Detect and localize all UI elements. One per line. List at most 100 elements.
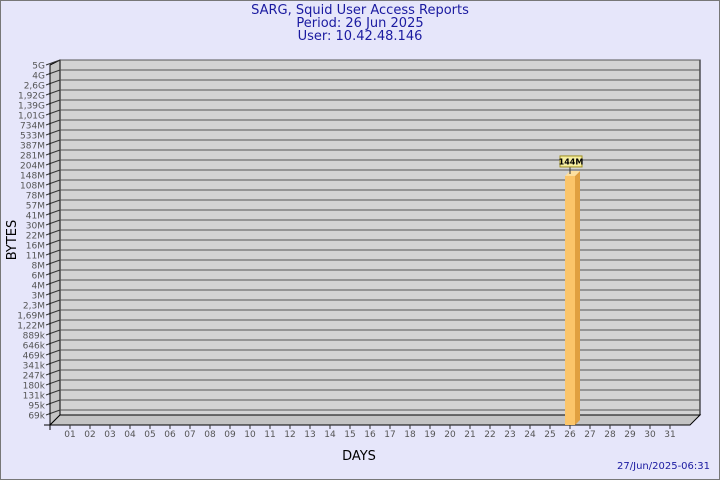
y-tick-label: 469k [23,352,46,362]
x-tick-label: 22 [484,430,495,440]
y-tick-label: 2,6G [24,82,45,92]
x-tick-label: 19 [424,430,436,440]
y-tick-label: 41M [26,212,45,222]
y-tick-label: 204M [20,162,45,172]
x-tick-label: 08 [204,430,216,440]
x-tick-label: 10 [244,430,256,440]
y-tick [45,279,61,286]
plot-back-wall [59,59,701,416]
y-tick-label: 734M [20,122,45,132]
x-tick-label: 29 [624,430,636,440]
y-tick-label: 4G [32,72,45,82]
x-tick-label: 27 [584,430,595,440]
y-tick [45,89,61,96]
bar-side [575,170,580,425]
x-tick-label: 28 [604,430,616,440]
y-tick [45,59,61,66]
y-tick-label: 341k [23,362,46,372]
y-tick-label: 1,92G [18,92,45,102]
x-tick-label: 01 [64,430,75,440]
y-tick-label: 1,22M [17,322,45,332]
y-tick-label: 69k [28,412,45,422]
y-tick [45,69,61,76]
chart-period: Period: 26 Jun 2025 [296,16,424,31]
y-tick-label: 180k [23,382,46,392]
y-tick [45,369,61,376]
data-label-box [559,155,583,168]
y-tick [45,389,61,396]
x-tick-label: 18 [404,430,416,440]
y-tick-label: 57M [26,202,45,212]
x-tick-label: 23 [504,430,515,440]
y-tick [45,289,61,296]
y-tick [45,349,61,356]
x-tick-label: 04 [124,430,136,440]
y-tick [45,399,61,406]
y-tick-label: 5G [32,62,45,72]
bar-top [565,170,580,176]
y-tick [45,109,61,116]
y-tick [45,239,61,246]
x-tick-label: 02 [84,430,95,440]
x-tick-label: 15 [344,430,355,440]
x-tick-label: 25 [544,430,555,440]
y-tick-label: 11M [26,252,45,262]
y-tick-label: 95k [28,402,45,412]
x-tick-label: 30 [644,430,656,440]
y-tick [45,179,61,186]
x-tick-label: 31 [664,430,675,440]
bar [565,175,575,425]
x-tick-label: 07 [184,430,195,440]
x-tick-label: 13 [304,430,315,440]
y-axis-label: BYTES [5,220,20,261]
x-tick-label: 24 [524,430,536,440]
y-tick [45,219,61,226]
y-tick [45,209,61,216]
y-tick-label: 3M [32,292,46,302]
y-tick-label: 387M [20,142,45,152]
y-tick-label: 281M [20,152,45,162]
y-tick-label: 22M [26,232,45,242]
x-tick-label: 09 [224,430,236,440]
plot-floor [48,414,702,426]
y-tick [45,319,61,326]
y-tick-label: 2,3M [23,302,45,312]
data-label: 144M [559,157,584,166]
y-tick [45,249,61,256]
x-tick-label: 14 [324,430,336,440]
y-tick-label: 6M [32,272,46,282]
y-tick-label: 16M [26,242,45,252]
y-tick [45,309,61,316]
x-tick-label: 06 [164,430,176,440]
x-tick-label: 21 [464,430,475,440]
y-tick [45,119,61,126]
y-tick-label: 148M [20,172,45,182]
y-tick [45,159,61,166]
y-tick [45,79,61,86]
x-tick-label: 16 [364,430,376,440]
y-tick [45,379,61,386]
generated-timestamp: 27/Jun/2025-06:31 [617,461,710,472]
y-tick [45,99,61,106]
y-tick [45,169,61,176]
x-axis-label: DAYS [342,449,376,464]
x-tick-label: 17 [384,430,395,440]
y-tick-label: 78M [26,192,45,202]
x-tick-label: 03 [104,430,115,440]
y-tick-label: 1,39G [18,102,45,112]
x-tick-label: 12 [284,430,295,440]
y-tick [45,329,61,336]
y-tick-label: 108M [20,182,45,192]
y-tick [45,199,61,206]
y-tick [45,259,61,266]
y-tick-label: 646k [23,342,46,352]
y-tick-label: 1,01G [18,112,45,122]
y-tick [45,189,61,196]
y-tick [45,359,61,366]
y-tick-label: 4M [32,282,46,292]
y-tick-label: 131k [23,392,46,402]
y-tick [45,409,61,416]
y-tick [45,299,61,306]
y-tick [45,339,61,346]
